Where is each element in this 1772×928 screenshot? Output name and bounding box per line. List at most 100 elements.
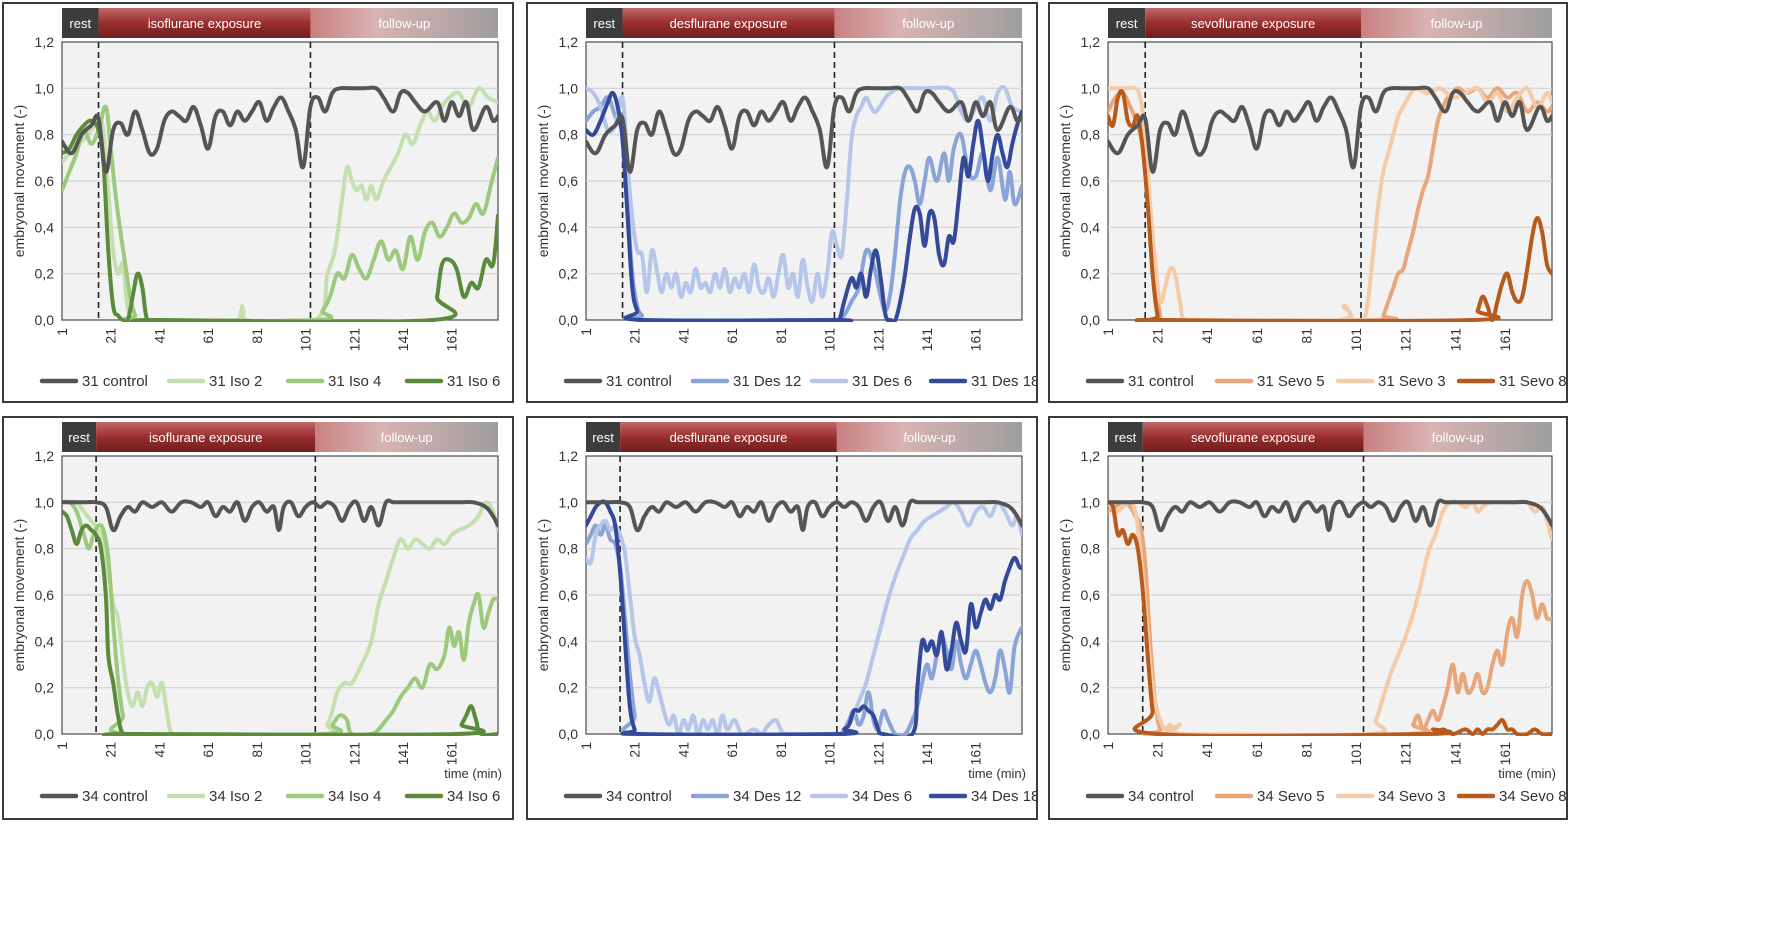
series-line-31-control — [586, 85, 1022, 174]
x-tick-label: 41 — [151, 328, 167, 344]
x-tick-label: 141 — [1447, 328, 1463, 352]
legend-label: 34 Iso 4 — [328, 788, 381, 805]
phase-follow-up-band — [1361, 8, 1552, 38]
y-tick-label: 0,4 — [1081, 633, 1101, 649]
x-tick-label: 101 — [1348, 742, 1364, 766]
y-tick-label: 0,2 — [35, 266, 55, 282]
phase-rest-label: rest — [1115, 430, 1137, 445]
phase-rest-band — [1108, 8, 1146, 38]
legend-label: 31 Des 18 — [971, 373, 1036, 390]
y-tick-label: 0,2 — [559, 266, 579, 282]
chart-svg: 0,00,20,40,60,81,01,21 21 41 61 81 101 121 141 1… — [1057, 422, 1566, 805]
phase-follow-up-label: follow-up — [903, 430, 955, 445]
y-tick-label: 0,6 — [1081, 173, 1101, 189]
phase-exposure-label: isoflurane exposure — [149, 430, 262, 445]
y-tick-label: 0,8 — [559, 127, 579, 143]
x-tick-label: 141 — [395, 742, 411, 766]
x-tick-label: 101 — [298, 742, 314, 766]
series-line-34-control — [62, 498, 498, 533]
x-axis-unit-label: time (min) — [444, 766, 502, 781]
y-tick-label: 0,0 — [35, 312, 55, 328]
series-line-34-des-6 — [586, 500, 1022, 736]
x-tick-label: 21 — [627, 742, 643, 758]
x-tick-label: 21 — [1150, 742, 1166, 758]
x-tick-label: 161 — [444, 328, 460, 352]
phase-exposure-band — [1142, 422, 1364, 452]
series-line-31-control — [62, 85, 498, 174]
x-tick-label: 101 — [822, 742, 838, 766]
y-tick-label: 0,2 — [1081, 680, 1101, 696]
x-tick-label: 1 — [54, 742, 70, 750]
x-tick-label: 1 — [54, 328, 70, 336]
phase-exposure-band — [96, 422, 316, 452]
legend-label: 31 control — [1128, 373, 1194, 390]
y-tick-label: 1,0 — [35, 80, 55, 96]
x-tick-label: 1 — [1100, 742, 1116, 750]
y-axis-label: embryonal movement (-) — [1057, 105, 1073, 258]
y-axis-label: embryonal movement (-) — [535, 105, 551, 258]
phase-rest-band — [1108, 422, 1143, 452]
y-tick-label: 1,2 — [35, 34, 55, 50]
phase-exposure-label: sevoflurane exposure — [1191, 16, 1315, 31]
legend-label: 34 control — [82, 788, 148, 805]
phase-follow-up-label: follow-up — [1432, 430, 1484, 445]
legend-label: 34 control — [606, 788, 672, 805]
x-tick-label: 141 — [1447, 742, 1463, 766]
x-tick-label: 1 — [1100, 328, 1116, 336]
y-tick-label: 1,0 — [1081, 494, 1101, 510]
y-tick-label: 0,0 — [559, 726, 579, 742]
y-tick-label: 1,0 — [559, 80, 579, 96]
y-tick-label: 0,4 — [559, 633, 579, 649]
x-tick-label: 121 — [870, 742, 886, 766]
chart-svg: 0,00,20,40,60,81,01,21 21 41 61 81 101 121 141 1… — [11, 422, 502, 805]
y-tick-label: 0,6 — [1081, 587, 1101, 603]
phase-rest-band — [62, 422, 97, 452]
chart-svg: 0,00,20,40,60,81,01,21 21 41 61 81 101 121 141 1… — [11, 8, 500, 390]
x-tick-label: 61 — [200, 328, 216, 344]
y-tick-label: 1,2 — [35, 448, 55, 464]
y-tick-label: 0,0 — [1081, 312, 1101, 328]
legend-label: 34 Des 6 — [852, 788, 912, 805]
y-tick-label: 0,2 — [1081, 266, 1101, 282]
series-line-31-des-18 — [586, 90, 1022, 322]
phase-follow-up-band — [315, 422, 498, 452]
x-tick-label: 121 — [870, 328, 886, 352]
phase-follow-up-label: follow-up — [1430, 16, 1482, 31]
x-tick-label: 161 — [444, 742, 460, 766]
x-tick-label: 41 — [1199, 742, 1215, 758]
y-tick-label: 0,0 — [35, 726, 55, 742]
x-tick-label: 161 — [968, 742, 984, 766]
y-tick-label: 0,0 — [1081, 726, 1101, 742]
x-tick-label: 21 — [103, 328, 119, 344]
y-tick-label: 0,4 — [559, 219, 579, 235]
phase-follow-up-band — [836, 422, 1022, 452]
y-tick-label: 0,6 — [559, 587, 579, 603]
phase-rest-label: rest — [1116, 16, 1138, 31]
legend-label: 31 Sevo 5 — [1257, 373, 1325, 390]
x-tick-label: 141 — [919, 742, 935, 766]
legend-label: 34 Sevo 8 — [1499, 788, 1566, 805]
y-axis-label: embryonal movement (-) — [1057, 519, 1073, 672]
legend-label: 31 Sevo 3 — [1378, 373, 1446, 390]
x-axis-unit-label: time (min) — [1498, 766, 1556, 781]
phase-exposure-label: desflurane exposure — [670, 430, 788, 445]
x-tick-label: 61 — [724, 742, 740, 758]
x-tick-label: 41 — [675, 328, 691, 344]
x-tick-label: 61 — [1249, 328, 1265, 344]
series-line-31-iso-2 — [62, 86, 498, 322]
legend-label: 34 Sevo 5 — [1257, 788, 1325, 805]
phase-rest-label: rest — [592, 430, 614, 445]
series-line-34-sevo-5 — [1108, 500, 1552, 736]
y-tick-label: 1,2 — [559, 34, 579, 50]
series-line-31-iso-4 — [62, 104, 498, 322]
y-tick-label: 0,8 — [35, 541, 55, 557]
chart-panel-34-isoflurane: 0,0 0,2 0,4 0,6 0,8 1,0 1,2 1 21 41 61 81 101 121 141 1… — [2, 416, 514, 820]
series-line-31-iso-6 — [62, 118, 498, 322]
y-tick-label: 1,2 — [559, 448, 579, 464]
y-axis-label: embryonal movement (-) — [535, 519, 551, 672]
series-line-34-control — [1108, 498, 1552, 533]
chart-svg: 0,00,20,40,60,81,01,21 21 41 61 81 101 121 141 1… — [1057, 8, 1566, 390]
phase-follow-up-band — [834, 8, 1022, 38]
x-tick-label: 41 — [151, 742, 167, 758]
x-tick-label: 121 — [1398, 742, 1414, 766]
